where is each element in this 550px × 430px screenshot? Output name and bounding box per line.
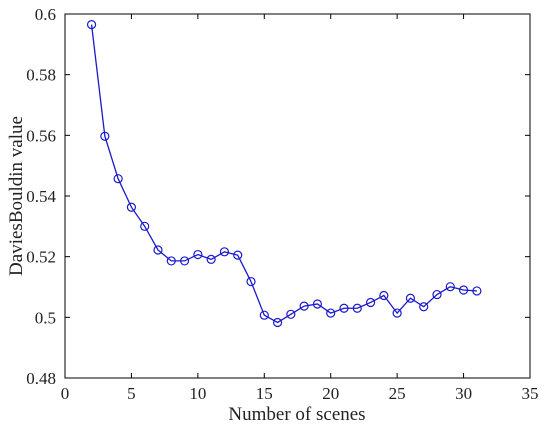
data-point [326,308,336,318]
data-point [113,174,123,184]
axis-ticks [64,13,531,379]
x-tick-label: 0 [61,384,70,403]
y-tick-label: 0.54 [26,187,56,206]
data-point [259,310,269,320]
x-axis-label: Number of scenes [228,404,365,425]
x-tick-label: 25 [389,384,406,403]
data-point [100,131,110,141]
data-point [312,299,323,309]
y-tick-label: 0.6 [35,5,56,24]
x-tick-label: 30 [455,384,472,403]
data-point [140,221,150,231]
y-tick-label: 0.5 [35,308,56,327]
data-point [419,302,429,312]
data-point [286,309,296,319]
y-tick-label: 0.52 [26,248,56,267]
data-point [445,282,455,292]
data-point [352,303,362,313]
data-point [86,20,97,30]
data-point [405,293,416,303]
y-tick-label: 0.48 [26,369,56,388]
plot-area [64,13,531,379]
y-tick-label: 0.56 [26,126,56,145]
data-point [458,285,469,295]
x-tick-label: 5 [127,384,136,403]
data-point [339,303,349,313]
data-point [166,256,176,266]
data-point [233,250,243,260]
x-tick-label: 10 [189,384,206,403]
data-point [126,202,137,212]
data-point [365,297,376,308]
data-point [472,286,482,296]
data-point [246,276,256,287]
series-layer [86,20,482,328]
data-point [272,317,283,328]
y-axis-label: DaviesBouldin value [6,116,27,276]
data-point [392,308,402,318]
x-tick-label: 15 [256,384,273,403]
data-point [179,256,190,266]
y-tick-label: 0.58 [26,66,56,85]
data-point [193,249,203,260]
x-tick-label: 20 [322,384,339,403]
x-tick-label: 35 [522,384,539,403]
data-point [299,301,309,311]
data-point [153,245,163,255]
data-point [379,290,389,301]
data-point [219,247,230,257]
data-point [206,254,216,264]
axis-tick-labels: 0 5 10 15 20 25 30 35 0.48 0.5 0.52 0.54 0.56 0.58 0.6 [26,5,538,403]
data-point [432,289,442,300]
